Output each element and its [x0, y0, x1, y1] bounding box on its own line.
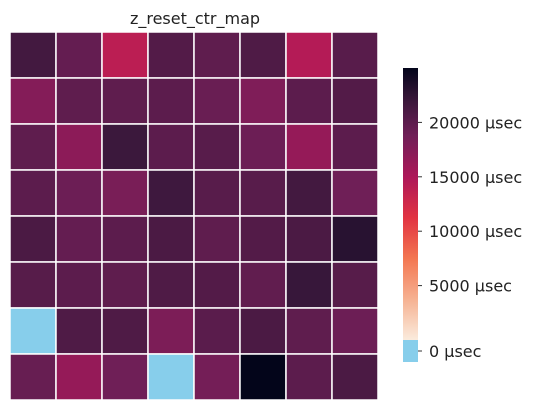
heatmap-cell — [285, 123, 333, 171]
colorbar-tick-label: 10000 µsec — [429, 222, 522, 241]
heatmap-cell — [101, 353, 149, 401]
heatmap-cell — [239, 169, 287, 217]
heatmap-cell — [147, 353, 195, 401]
heatmap-cell — [193, 261, 241, 309]
colorbar-tick-label: 20000 µsec — [429, 113, 522, 132]
heatmap-cell — [9, 261, 57, 309]
heatmap-cell — [285, 31, 333, 79]
heatmap-cell — [239, 307, 287, 355]
colorbar-gradient — [403, 68, 418, 340]
chart-title: z_reset_ctr_map — [130, 9, 260, 29]
heatmap-cell — [55, 31, 103, 79]
heatmap-cell — [9, 123, 57, 171]
heatmap-cell — [9, 77, 57, 125]
heatmap-cell — [147, 31, 195, 79]
heatmap-cell — [331, 31, 379, 79]
heatmap-cell — [101, 77, 149, 125]
heatmap-cell — [193, 123, 241, 171]
heatmap-cell — [285, 215, 333, 263]
heatmap-cell — [239, 77, 287, 125]
heatmap-cell — [147, 261, 195, 309]
heatmap-cell — [285, 261, 333, 309]
heatmap-cell — [193, 307, 241, 355]
heatmap-cell — [55, 261, 103, 309]
heatmap-cell — [331, 169, 379, 217]
heatmap-cell — [147, 123, 195, 171]
heatmap-cell — [331, 123, 379, 171]
heatmap-cell — [101, 169, 149, 217]
heatmap-cell — [285, 77, 333, 125]
heatmap-cell — [9, 215, 57, 263]
heatmap-cell — [331, 261, 379, 309]
heatmap-cell — [55, 169, 103, 217]
heatmap-cell — [239, 31, 287, 79]
heatmap-cell — [285, 307, 333, 355]
heatmap-cell — [239, 261, 287, 309]
heatmap-cell — [55, 77, 103, 125]
heatmap-cell — [147, 307, 195, 355]
heatmap-cell — [193, 215, 241, 263]
heatmap-cell — [331, 353, 379, 401]
heatmap-cell — [239, 215, 287, 263]
heatmap-cell — [239, 123, 287, 171]
heatmap-cell — [9, 169, 57, 217]
heatmap-cell — [147, 215, 195, 263]
heatmap-cell — [9, 307, 57, 355]
heatmap-cell — [55, 215, 103, 263]
colorbar: 0 µsec 5000 µsec 10000 µsec 15000 µsec 20000… — [403, 68, 522, 362]
heatmap-cell — [101, 261, 149, 309]
heatmap-cell — [101, 31, 149, 79]
heatmap-cell — [55, 353, 103, 401]
heatmap-cell — [147, 169, 195, 217]
heatmap-cell — [285, 169, 333, 217]
heatmap-cell — [331, 307, 379, 355]
heatmap-cell — [9, 353, 57, 401]
heatmap-cell — [331, 77, 379, 125]
heatmap-cell — [101, 307, 149, 355]
colorbar-zero-swatch — [403, 340, 418, 362]
heatmap-cell — [193, 77, 241, 125]
heatmap-cell — [239, 353, 287, 401]
heatmap-cell — [193, 353, 241, 401]
heatmap-cell — [193, 169, 241, 217]
heatmap-cells — [9, 31, 379, 401]
heatmap-cell — [147, 77, 195, 125]
heatmap-cell — [331, 215, 379, 263]
heatmap-cell — [55, 307, 103, 355]
colorbar-tick-label: 15000 µsec — [429, 168, 522, 187]
heatmap-cell — [55, 123, 103, 171]
heatmap-cell — [101, 123, 149, 171]
colorbar-tick-label: 0 µsec — [429, 342, 481, 361]
heatmap-cell — [285, 353, 333, 401]
heatmap-cell — [193, 31, 241, 79]
heatmap-cell — [101, 215, 149, 263]
heatmap-cell — [9, 31, 57, 79]
colorbar-tick-label: 5000 µsec — [429, 277, 512, 296]
